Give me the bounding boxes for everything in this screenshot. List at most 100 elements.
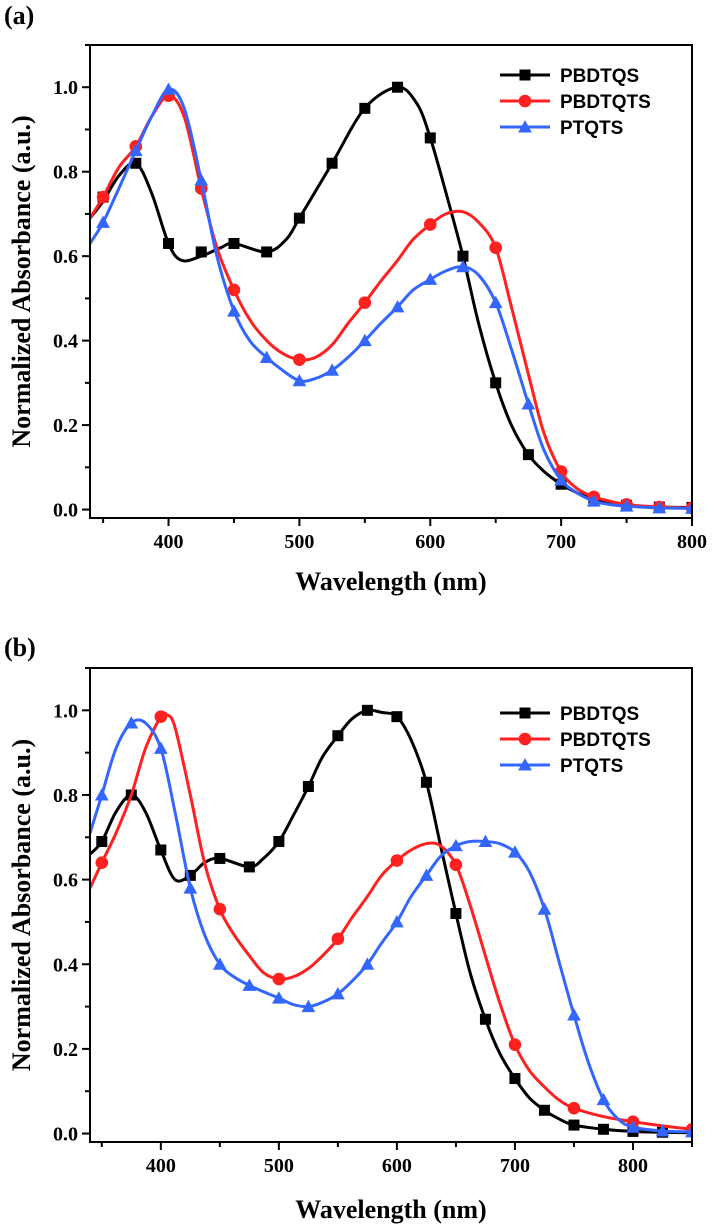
y-tick-label: 0.4 — [53, 954, 78, 976]
data-point — [326, 157, 338, 169]
data-point — [96, 836, 108, 848]
legend-marker — [518, 758, 532, 771]
x-tick-label: 800 — [677, 531, 707, 553]
y-tick-label: 0.2 — [53, 415, 78, 437]
series-line — [90, 718, 692, 1134]
data-point — [597, 1123, 609, 1135]
legend-marker — [518, 120, 532, 133]
data-point — [130, 157, 142, 169]
data-point — [331, 932, 345, 946]
data-point — [596, 1092, 611, 1106]
x-axis-title: Wavelength (nm) — [295, 567, 486, 596]
data-point — [508, 845, 522, 858]
data-point — [391, 711, 403, 723]
data-point — [508, 1038, 522, 1051]
series-ptqts — [90, 82, 692, 514]
data-point — [423, 218, 437, 231]
series-line — [90, 85, 692, 509]
data-point — [457, 250, 469, 262]
data-point — [509, 1073, 521, 1085]
data-point — [128, 143, 143, 157]
data-point — [184, 869, 196, 881]
data-point — [449, 858, 463, 872]
legend: PBDTQS PBDTQTS PTQTS — [500, 66, 651, 139]
plot-area — [90, 704, 692, 1138]
legend-label: PTQTS — [560, 756, 623, 777]
y-tick-label: 0.6 — [53, 246, 78, 268]
y-tick-label: 0.0 — [53, 1124, 78, 1146]
x-axis-title: Wavelength (nm) — [295, 1195, 486, 1224]
data-point — [163, 237, 175, 249]
data-point — [619, 499, 634, 512]
data-point — [522, 449, 534, 461]
series-pbdtqs — [90, 704, 692, 1138]
data-point — [302, 781, 314, 792]
legend-label: PBDTQS — [560, 66, 639, 87]
legend-marker — [519, 707, 531, 719]
data-point — [95, 856, 109, 869]
data-point — [293, 212, 305, 224]
axes-frame — [89, 44, 693, 519]
data-point — [479, 1013, 491, 1025]
data-point — [301, 999, 316, 1013]
series-pbdtqts — [90, 89, 692, 515]
data-point — [227, 304, 241, 317]
y-tick-label: 1.0 — [53, 700, 78, 722]
series-ptqts — [90, 716, 692, 1138]
data-point — [424, 132, 436, 144]
data-point — [261, 246, 273, 258]
data-point — [450, 907, 462, 919]
data-point — [154, 710, 168, 723]
data-point — [423, 272, 438, 285]
legend-marker — [518, 732, 532, 746]
y-tick-label: 0.8 — [53, 785, 78, 807]
data-point — [243, 861, 255, 873]
axes-frame — [89, 667, 693, 1143]
data-point — [214, 852, 226, 864]
y-tick-label: 1.0 — [53, 77, 78, 99]
data-point — [293, 353, 306, 366]
panel-b: (b) 400 500 600 700 800 0.0 0.2 0.4 0.6 0.8 1.0 Wave… — [4, 633, 693, 1224]
data-point — [357, 333, 372, 347]
series-pbdtqs — [90, 81, 692, 513]
x-tick-label: 600 — [415, 531, 445, 553]
x-tick-label: 700 — [500, 1155, 530, 1177]
x-tick-label: 500 — [264, 1155, 294, 1177]
legend-label: PBDTQS — [560, 704, 639, 725]
data-point — [390, 854, 404, 867]
plot-area — [90, 81, 692, 515]
series-line — [90, 94, 692, 510]
data-point — [392, 81, 404, 93]
data-point — [272, 972, 286, 986]
data-point — [358, 296, 372, 309]
data-point — [161, 82, 176, 95]
x-tick-label: 400 — [154, 531, 184, 553]
data-point — [419, 868, 434, 881]
data-point — [213, 902, 227, 916]
data-point — [488, 295, 503, 309]
data-point — [538, 1104, 550, 1116]
data-point — [567, 1101, 581, 1115]
data-point — [359, 102, 371, 114]
data-point — [420, 776, 432, 788]
data-point — [273, 836, 285, 848]
data-point — [390, 915, 404, 928]
data-point — [490, 377, 502, 389]
legend-label: PBDTQTS — [560, 730, 651, 751]
legend-label: PTQTS — [560, 118, 623, 139]
data-point — [228, 237, 240, 249]
data-point — [361, 704, 373, 716]
data-point — [360, 957, 375, 970]
data-point — [568, 1119, 580, 1131]
data-point — [685, 1124, 692, 1138]
legend-label: PBDTQTS — [560, 92, 651, 113]
legend-marker — [519, 69, 531, 81]
data-point — [652, 500, 667, 514]
series-pbdtqts — [90, 710, 692, 1136]
data-point — [96, 190, 110, 204]
data-point — [195, 246, 207, 258]
x-tick-label: 500 — [284, 531, 314, 553]
y-axis-title: Normalized Absorbance (a.u.) — [7, 739, 36, 1071]
x-tick-label: 400 — [146, 1155, 176, 1177]
data-point — [271, 991, 286, 1004]
